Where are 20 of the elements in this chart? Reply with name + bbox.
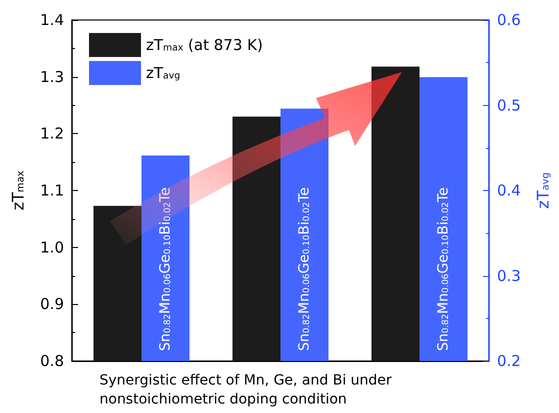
legend-label: zTmax (at 873 K) (146, 36, 263, 54)
y2-tick-label: 0.4 (497, 182, 521, 200)
y-tick-label: 0.9 (40, 295, 64, 314)
y2-tick-label: 0.2 (497, 352, 521, 370)
y-tick-label: 1.2 (40, 124, 64, 143)
legend-label: zTavg (146, 64, 180, 82)
y2-tick-label: 0.5 (497, 96, 521, 114)
y2-tick-label: 0.6 (497, 11, 521, 29)
y-tick-label: 1.3 (40, 68, 64, 86)
y-tick-label: 1.0 (40, 238, 64, 256)
y-tick-label: 0.8 (40, 352, 64, 370)
category-label: Sn0.82Mn0.06Ge0.10Bi0.02Te (158, 187, 174, 351)
category-label: Sn0.82Mn0.06Ge0.10Bi0.02Te (436, 187, 452, 351)
y-tick-label: 1.4 (40, 11, 64, 29)
x-axis-title: Synergistic effect of Mn, Ge, and Bi under nonstoichiometric doping condition (100, 372, 396, 408)
y2-axis-title: zTavg (534, 172, 552, 209)
y2-tick-label: 0.3 (497, 266, 521, 285)
y-axis-title: zTmax (8, 170, 28, 210)
category-label: Sn0.82Mn0.06Ge0.10Bi0.02Te (296, 187, 312, 351)
y-tick-label: 1.1 (40, 182, 64, 200)
